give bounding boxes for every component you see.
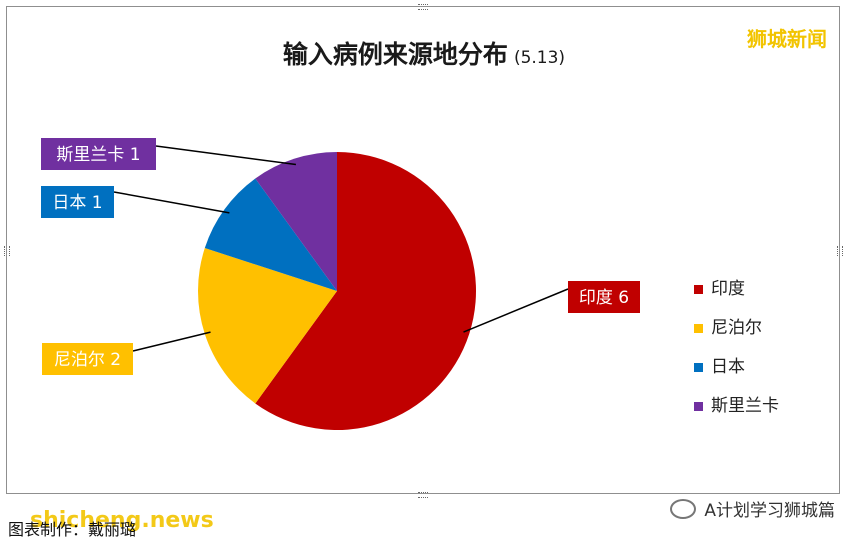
pie-slice-2	[197, 248, 337, 404]
caption-watermark: shicheng.news	[30, 508, 214, 533]
chart-caption: 图表制作：戴丽璐	[8, 520, 137, 539]
resize-handle-top[interactable]	[418, 4, 428, 10]
resize-handle-left[interactable]	[4, 246, 10, 256]
chart-title-text: 输入病例来源地分布	[282, 40, 508, 69]
legend-swatch	[694, 324, 703, 333]
pie-slice-1	[255, 152, 476, 430]
legend-item: 印度	[694, 270, 779, 309]
legend-label: 斯里兰卡	[711, 396, 779, 416]
chart-title: 输入病例来源地分布 (5.13)	[7, 35, 841, 71]
legend-item: 日本	[694, 348, 779, 387]
legend-swatch	[694, 285, 703, 294]
brand-tag: 狮城新闻	[747, 27, 827, 51]
chart-subtitle: (5.13)	[513, 48, 566, 68]
pie-slice-4	[255, 152, 337, 291]
legend-swatch	[694, 363, 703, 372]
resize-handle-right[interactable]	[837, 246, 843, 256]
chart-legend: 印度尼泊尔日本斯里兰卡	[694, 270, 779, 426]
leader-line-2	[132, 331, 211, 352]
data-label-3: 日本 1	[52, 193, 102, 213]
data-label-4: 斯里兰卡 1	[56, 145, 140, 165]
leader-line-4	[155, 145, 296, 166]
leader-line-1	[463, 288, 569, 333]
data-label-box-4	[41, 138, 156, 170]
data-label-box-2	[42, 343, 133, 375]
account-name: A计划学习狮城篇	[704, 501, 835, 521]
legend-item: 尼泊尔	[694, 309, 779, 348]
leader-line-3	[113, 191, 230, 214]
data-label-box-1	[568, 281, 640, 313]
legend-label: 尼泊尔	[711, 318, 762, 338]
legend-label: 印度	[711, 279, 745, 299]
legend-item: 斯里兰卡	[694, 387, 779, 426]
data-label-2: 尼泊尔 2	[54, 350, 121, 370]
resize-handle-bottom[interactable]	[418, 492, 428, 498]
pie-slice-3	[204, 178, 337, 291]
account-tag: A计划学习狮城篇	[670, 496, 835, 521]
legend-label: 日本	[711, 357, 745, 377]
data-label-box-3	[41, 186, 114, 218]
wechat-icon	[670, 498, 697, 519]
data-label-1: 印度 6	[579, 288, 629, 308]
legend-swatch	[694, 402, 703, 411]
